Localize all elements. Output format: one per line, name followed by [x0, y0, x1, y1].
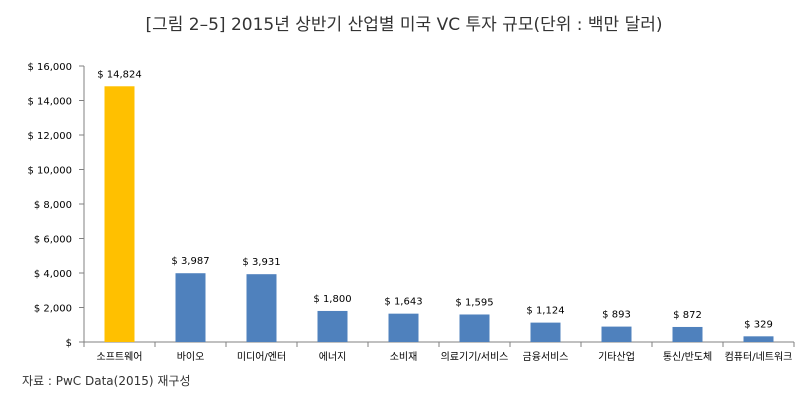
- chart-title: [그림 2–5] 2015년 상반기 산업별 미국 VC 투자 규모(단위 : …: [145, 15, 663, 35]
- x-tick-label: 바이오: [177, 351, 205, 363]
- data-label: $ 893: [602, 310, 631, 321]
- data-label: $ 3,931: [242, 257, 280, 268]
- x-tick-label: 기타산업: [598, 350, 635, 363]
- bar: [175, 273, 206, 342]
- data-label: $ 3,987: [171, 256, 209, 267]
- bar: [388, 313, 419, 342]
- data-label: $ 1,124: [526, 306, 564, 317]
- y-tick-label: $ 14,000: [27, 97, 72, 108]
- bar: [459, 314, 490, 342]
- data-label: $ 1,800: [313, 294, 351, 305]
- bar: [601, 326, 632, 342]
- x-axis: 소프트웨어 바이오 미디어/엔터 에너지 소비재 의료기기/서비스 금융서비스 기타산업 통신/…: [83, 341, 795, 363]
- y-tick-label: $ 12,000: [27, 131, 72, 142]
- y-tick-label: $: [66, 338, 72, 349]
- data-label: $ 329: [744, 319, 773, 330]
- x-tick-label: 통신/반도체: [663, 351, 712, 363]
- y-tick-label: $ 16,000: [27, 62, 72, 73]
- x-tick-label: 미디어/엔터: [237, 351, 286, 363]
- y-tick-label: $ 6,000: [34, 235, 72, 246]
- bar: [104, 86, 135, 342]
- x-tick-label: 컴퓨터/네트워크: [725, 350, 793, 363]
- x-tick-label: 에너지: [319, 351, 347, 363]
- bar: [530, 322, 561, 342]
- source-note: 자료 : PwC Data(2015) 재구성: [22, 374, 191, 388]
- y-tick-label: $ 8,000: [34, 200, 72, 211]
- x-tick-label: 소비재: [390, 351, 418, 363]
- data-label: $ 872: [673, 310, 702, 321]
- bar-series: [104, 86, 774, 342]
- bar: [317, 310, 348, 342]
- x-tick-label: 금융서비스: [523, 351, 569, 363]
- x-tick-label: 의료기기/서비스: [441, 351, 509, 363]
- data-label: $ 1,643: [384, 297, 422, 308]
- data-labels: $ 14,824 $ 3,987 $ 3,931 $ 1,800 $ 1,643 $ 1,…: [97, 69, 773, 330]
- data-label: $ 1,595: [455, 297, 493, 308]
- bar: [672, 326, 703, 342]
- data-label: $ 14,824: [97, 69, 142, 80]
- y-axis: $ $ 2,000 $ 4,000 $ 6,000 $ 8,000 $ 10,000 $ 1…: [27, 62, 85, 349]
- bar: [743, 336, 774, 342]
- y-tick-label: $ 4,000: [34, 269, 72, 280]
- x-tick-label: 소프트웨어: [97, 351, 143, 363]
- bar: [246, 274, 277, 342]
- y-tick-label: $ 10,000: [27, 166, 72, 177]
- y-tick-label: $ 2,000: [34, 304, 72, 315]
